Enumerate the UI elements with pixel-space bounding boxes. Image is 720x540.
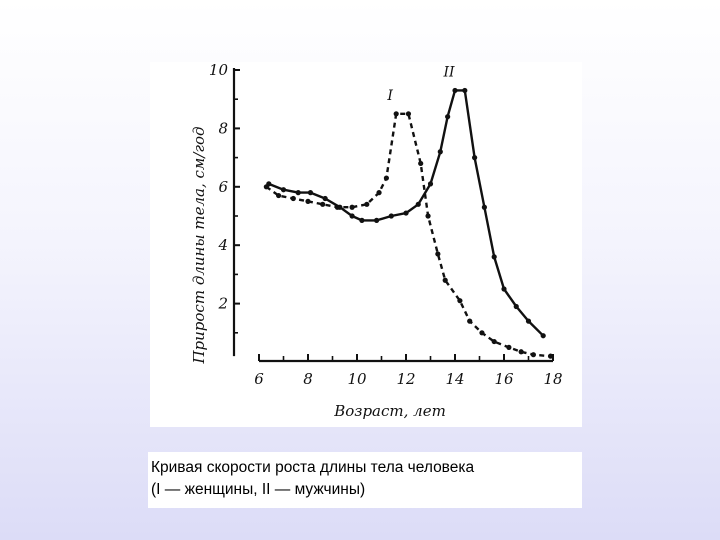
series-i-point xyxy=(376,190,382,196)
series-ii-point xyxy=(415,201,421,207)
x-tick-label: 12 xyxy=(396,370,415,388)
series-ii-point xyxy=(359,217,365,223)
series-i-point xyxy=(547,353,554,359)
caption-line-1: Кривая скорости роста длины тела человек… xyxy=(151,459,475,476)
series-i-point xyxy=(418,160,424,167)
series-label-i: I xyxy=(386,88,393,104)
series-i-point xyxy=(425,213,431,219)
series-ii-point xyxy=(540,333,546,339)
y-axis-title: Прирост длины тела, см/год xyxy=(190,126,208,364)
y-tick-label: 10 xyxy=(209,62,229,79)
y-tick-label: 8 xyxy=(218,119,228,137)
series-ii-point xyxy=(322,195,328,202)
series-ii-line xyxy=(268,89,545,337)
x-tick-label: 14 xyxy=(445,370,464,388)
y-tick-label: 6 xyxy=(218,178,228,196)
series-ii-point xyxy=(445,114,451,120)
x-axis-title: Возраст, лет xyxy=(333,402,446,420)
chart-svg: 2 4 6 8 10 6 8 10 12 14 16 18 I II Возраст, лет При… xyxy=(190,62,563,420)
series-ii-point xyxy=(349,213,355,219)
series-i-point xyxy=(364,201,370,207)
series-i-point xyxy=(506,344,512,350)
series-i-point xyxy=(349,204,355,210)
series-i-point xyxy=(442,277,448,283)
x-tick-label: 6 xyxy=(254,370,264,388)
series-i-point xyxy=(479,330,485,336)
x-tick-label: 8 xyxy=(303,370,313,388)
series-group xyxy=(263,87,554,359)
y-tick-label: 4 xyxy=(217,236,228,254)
series-ii-point xyxy=(481,204,487,210)
series-ii-point xyxy=(427,181,434,187)
series-i-point xyxy=(305,198,311,204)
series-label-ii: II xyxy=(442,64,455,80)
series-ii-point xyxy=(452,87,458,94)
series-i-point xyxy=(405,111,412,117)
series-i-point xyxy=(467,318,473,324)
caption-box: Кривая скорости роста длины тела человек… xyxy=(148,452,582,508)
series-ii-point xyxy=(437,149,443,155)
series-ii-point xyxy=(472,155,478,161)
series-ii-point xyxy=(374,217,380,223)
series-ii-point xyxy=(295,190,301,196)
series-i-point xyxy=(276,192,282,199)
series-i-point xyxy=(393,111,399,117)
series-i-point xyxy=(491,338,497,345)
x-tick-label: 16 xyxy=(494,370,514,388)
series-ii-point xyxy=(513,303,519,310)
series-i-point xyxy=(320,201,326,207)
x-tick-label: 10 xyxy=(347,370,367,388)
series-i-point xyxy=(290,195,296,202)
chart-figure: 2 4 6 8 10 6 8 10 12 14 16 18 I II Возраст, лет При… xyxy=(150,62,582,427)
caption-line-2: (I — женщины, II — мужчины) xyxy=(151,481,366,498)
axes-group: 2 4 6 8 10 6 8 10 12 14 16 18 xyxy=(209,62,563,388)
series-ii-point xyxy=(388,213,394,219)
series-ii-point xyxy=(491,254,497,260)
series-ii-point xyxy=(462,87,468,94)
series-ii-point xyxy=(501,286,507,292)
series-ii-point xyxy=(525,318,532,324)
series-ii-point xyxy=(307,190,314,196)
series-ii-point xyxy=(280,187,287,193)
series-i-point xyxy=(383,175,389,181)
series-i-point xyxy=(530,352,536,358)
series-i-point xyxy=(435,251,441,257)
x-tick-label: 18 xyxy=(543,370,562,388)
y-tick-label: 2 xyxy=(217,295,228,313)
series-i-point xyxy=(518,349,524,355)
series-i-point xyxy=(457,298,463,304)
series-ii-point xyxy=(337,204,343,210)
series-ii-point xyxy=(266,181,272,187)
series-i-line xyxy=(265,112,551,358)
series-ii-point xyxy=(403,210,409,216)
